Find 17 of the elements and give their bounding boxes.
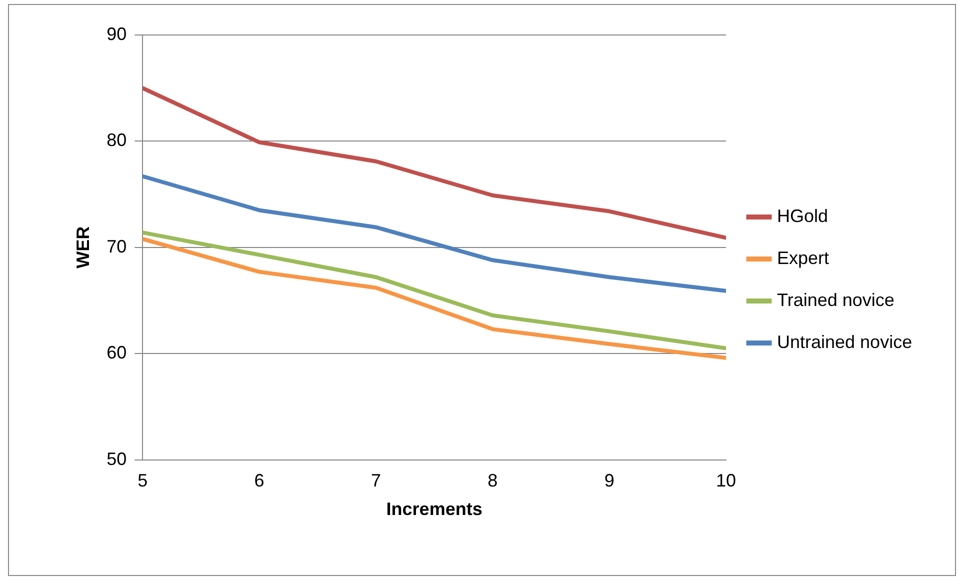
y-tick-label: 60 [106,342,127,363]
legend-label: Trained novice [777,290,934,310]
x-tick-label: 9 [604,470,614,491]
legend-label: HGold [777,206,868,226]
x-axis-title: Increments [386,499,482,520]
x-tick-label: 7 [370,470,381,491]
x-tick-label: 6 [254,470,264,491]
y-tick-label: 80 [106,130,127,150]
legend-label: Expert [777,248,870,268]
y-tick-label: 70 [106,236,127,256]
x-tick-label: 5 [138,470,148,491]
y-tick-label: 50 [106,448,127,469]
x-tick-label: 10 [716,470,736,491]
x-tick-label: 8 [488,470,498,491]
legend-label: Untrained novice [777,332,952,352]
y-axis-title: WER [72,226,93,268]
y-tick-label: 90 [106,24,127,44]
